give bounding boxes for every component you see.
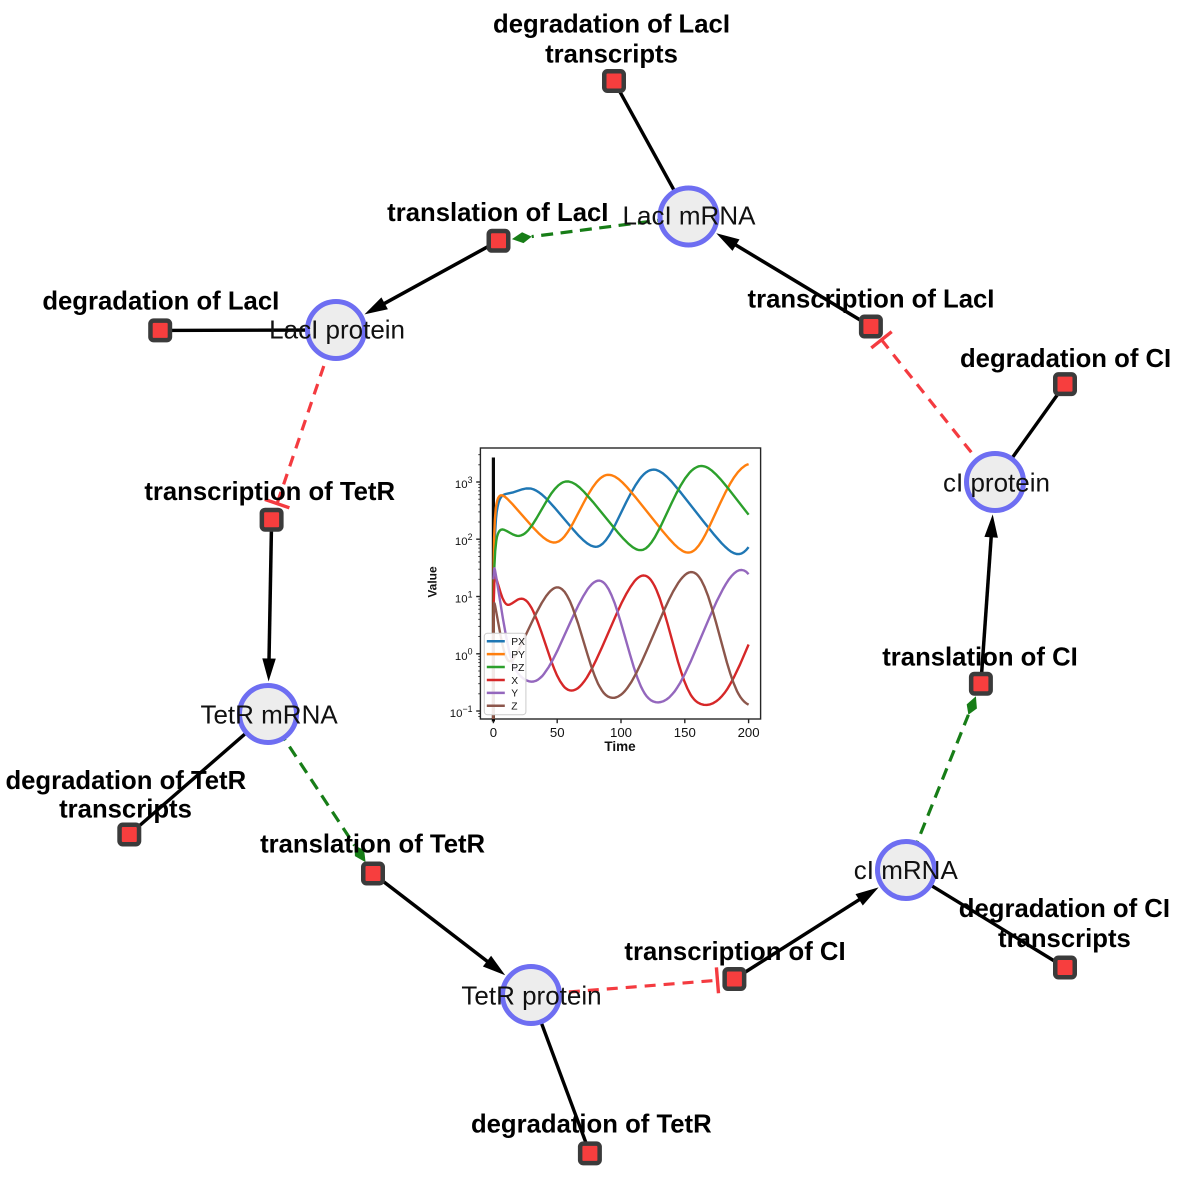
svg-text:transcripts: transcripts (59, 796, 192, 824)
svg-text:150: 150 (674, 725, 696, 740)
svg-text:100: 100 (610, 725, 632, 740)
svg-text:transcripts: transcripts (545, 40, 678, 68)
svg-text:101: 101 (455, 589, 473, 605)
svg-text:cI mRNA: cI mRNA (854, 855, 959, 885)
svg-text:102: 102 (455, 532, 473, 548)
svg-text:degradation of TetR: degradation of TetR (471, 1111, 712, 1139)
svg-text:TetR protein: TetR protein (461, 981, 601, 1011)
svg-text:translation of CI: translation of CI (882, 644, 1078, 672)
svg-text:PY: PY (511, 650, 525, 661)
svg-text:degradation of CI: degradation of CI (959, 895, 1170, 923)
svg-text:10−1: 10−1 (450, 704, 473, 720)
svg-text:PX: PX (511, 637, 525, 648)
svg-text:Value: Value (425, 566, 439, 598)
svg-text:200: 200 (738, 725, 760, 740)
svg-text:translation of TetR: translation of TetR (260, 830, 485, 858)
svg-text:LacI mRNA: LacI mRNA (623, 201, 757, 231)
svg-text:transcription of LacI: transcription of LacI (748, 286, 995, 314)
svg-text:degradation of CI: degradation of CI (960, 345, 1171, 373)
svg-text:X: X (511, 676, 518, 687)
svg-text:100: 100 (455, 647, 473, 663)
svg-text:LacI protein: LacI protein (269, 315, 405, 345)
svg-text:degradation of LacI: degradation of LacI (493, 10, 730, 38)
svg-text:degradation of TetR: degradation of TetR (5, 767, 246, 795)
svg-text:0: 0 (490, 725, 497, 740)
svg-text:degradation of LacI: degradation of LacI (42, 287, 279, 315)
svg-text:103: 103 (455, 475, 473, 491)
svg-text:transcription of CI: transcription of CI (624, 938, 845, 966)
svg-text:cI protein: cI protein (943, 468, 1050, 498)
svg-text:PZ: PZ (511, 663, 524, 674)
svg-text:transcription of TetR: transcription of TetR (144, 478, 395, 506)
svg-text:50: 50 (550, 725, 565, 740)
svg-text:Time: Time (604, 739, 636, 754)
svg-text:Y: Y (511, 689, 518, 700)
svg-text:TetR mRNA: TetR mRNA (200, 700, 338, 730)
svg-text:transcripts: transcripts (998, 925, 1131, 953)
svg-text:Z: Z (511, 702, 517, 713)
svg-text:translation of LacI: translation of LacI (387, 199, 608, 227)
